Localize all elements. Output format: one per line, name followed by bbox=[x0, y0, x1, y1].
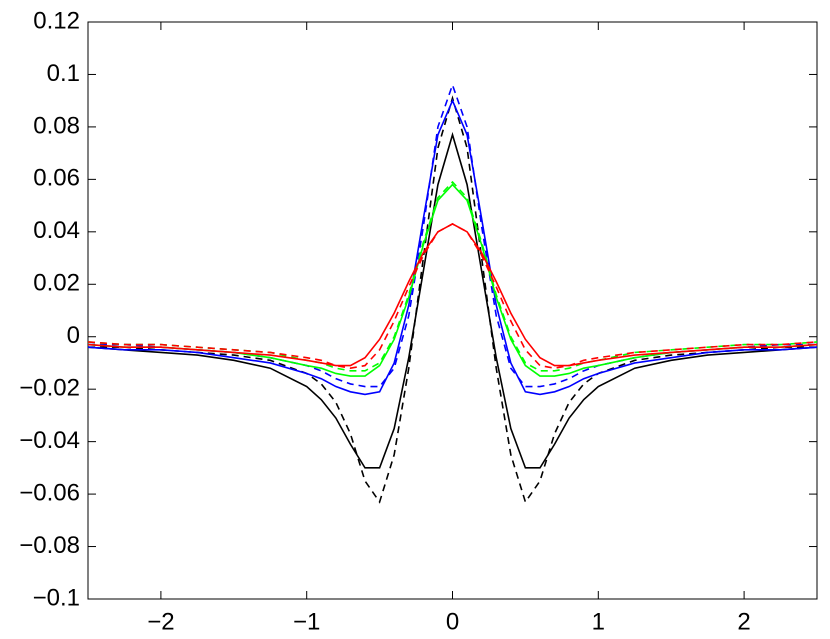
series-line bbox=[87, 131, 818, 469]
y-tick-label: −0.08 bbox=[19, 532, 80, 559]
series-line bbox=[88, 95, 817, 504]
x-tick-label: 0 bbox=[446, 608, 459, 635]
y-tick-label: 0.06 bbox=[33, 165, 80, 192]
series-line bbox=[87, 183, 818, 377]
series-line bbox=[88, 82, 817, 388]
series-line bbox=[87, 180, 818, 372]
y-tick-label: 0.08 bbox=[33, 112, 80, 139]
y-tick-label: 0.12 bbox=[33, 7, 80, 34]
series-line bbox=[87, 223, 818, 367]
plot-frame bbox=[87, 21, 818, 600]
y-tick-label: −0.02 bbox=[19, 375, 80, 402]
y-tick-label: −0.1 bbox=[33, 584, 80, 611]
x-tick-label: −1 bbox=[293, 608, 320, 635]
y-tick-label: 0.1 bbox=[47, 60, 80, 87]
x-tick-label: 1 bbox=[592, 608, 605, 635]
y-tick-label: 0.02 bbox=[33, 270, 80, 297]
y-tick-label: 0 bbox=[67, 322, 80, 349]
x-tick-label: 2 bbox=[737, 608, 750, 635]
y-tick-label: −0.04 bbox=[19, 427, 80, 454]
y-tick-label: −0.06 bbox=[19, 479, 80, 506]
series-line bbox=[87, 98, 818, 396]
y-tick-label: 0.04 bbox=[33, 217, 80, 244]
x-tick-label: −2 bbox=[147, 608, 174, 635]
series-line bbox=[87, 223, 818, 370]
